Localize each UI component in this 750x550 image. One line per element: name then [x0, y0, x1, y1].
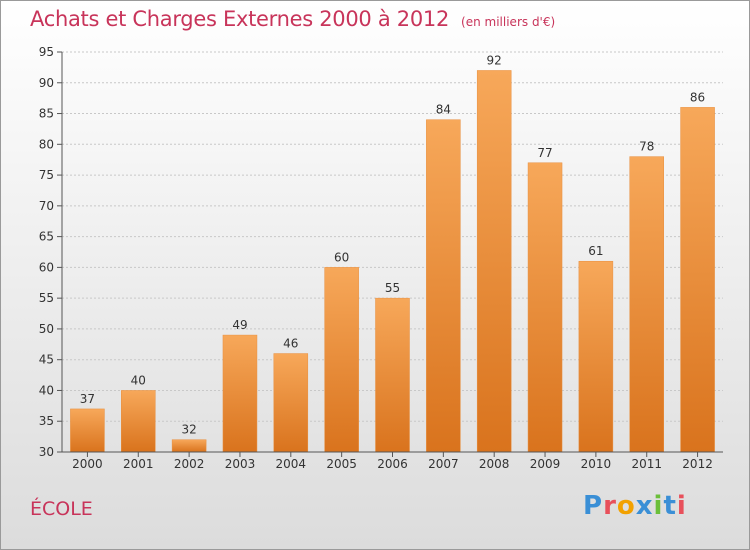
bar-2010: [578, 260, 614, 453]
data-label-2002: 32: [181, 423, 196, 437]
data-label-2011: 78: [639, 140, 654, 154]
x-tick-label-2007: 2007: [428, 457, 459, 471]
y-tick-label: 45: [39, 353, 54, 367]
data-label-2004: 46: [283, 337, 298, 351]
bar-2011: [629, 156, 664, 453]
x-tick-label-2004: 2004: [276, 457, 307, 471]
data-label-2005: 60: [334, 250, 349, 264]
brand-letter: i: [653, 491, 664, 521]
data-label-2010: 61: [588, 244, 603, 258]
y-tick-label: 30: [39, 445, 54, 459]
bar-2006: [375, 297, 410, 453]
commune-name: ÉCOLE: [30, 498, 93, 520]
y-tick-label: 40: [39, 383, 54, 397]
data-labels: 37 40 32 49 46 60 55 84 92 77 61 78 86: [80, 53, 705, 436]
x-tick-label-2005: 2005: [326, 457, 357, 471]
x-axis: 2000 2001 2002 2003 2004 2005 2006 2007 2008 2009…: [62, 451, 723, 471]
data-label-2012: 86: [690, 90, 705, 104]
chart-title: Achats et Charges Externes 2000 à 2012 (e…: [30, 7, 555, 31]
x-tick-label-2009: 2009: [530, 457, 561, 471]
bar-2012: [680, 107, 715, 453]
data-label-2003: 49: [232, 318, 247, 332]
data-label-2007: 84: [436, 103, 451, 117]
chart-title-text: Achats et Charges Externes 2000 à 2012: [30, 7, 450, 31]
y-axis: 30 35 40 45 50 55 60 65 70 75 80 85 90 95: [39, 45, 63, 459]
y-tick-label: 35: [39, 414, 54, 428]
data-label-2008: 92: [487, 53, 502, 67]
brand-letter: x: [635, 491, 654, 521]
bars: [70, 70, 715, 453]
x-tick-label-2003: 2003: [225, 457, 256, 471]
y-tick-label: 60: [39, 260, 54, 274]
data-label-2009: 77: [537, 146, 552, 160]
y-tick-label: 75: [39, 168, 54, 182]
bar-2007: [426, 119, 461, 453]
data-label-2001: 40: [131, 373, 146, 387]
data-label-2006: 55: [385, 281, 400, 295]
bar-2003: [222, 334, 258, 453]
x-tick-label-2012: 2012: [682, 457, 713, 471]
data-label-2000: 37: [80, 392, 95, 406]
x-tick-label-2002: 2002: [174, 457, 205, 471]
brand-letter: o: [616, 491, 636, 521]
x-tick-label-2010: 2010: [581, 457, 612, 471]
chart-unit: (en milliers d'€): [461, 15, 556, 29]
y-tick-label: 95: [39, 45, 54, 59]
bar-2009: [527, 162, 563, 453]
y-tick-label: 55: [39, 291, 54, 305]
x-tick-label-2006: 2006: [377, 457, 408, 471]
y-tick-label: 90: [39, 76, 54, 90]
y-tick-label: 80: [39, 137, 54, 151]
bar-2000: [70, 408, 105, 453]
y-tick-label: 65: [39, 230, 54, 244]
brand-letter: i: [676, 491, 687, 521]
bar-2004: [273, 353, 309, 453]
bar-2002: [171, 439, 207, 453]
proxiti-logo[interactable]: Proxiti: [583, 491, 687, 521]
y-tick-label: 70: [39, 199, 54, 213]
y-tick-label: 85: [39, 107, 54, 121]
brand-letter: P: [583, 491, 604, 521]
x-tick-label-2011: 2011: [631, 457, 662, 471]
x-tick-label-2000: 2000: [72, 457, 103, 471]
brand-letter: r: [603, 491, 617, 521]
x-tick-label-2008: 2008: [479, 457, 510, 471]
bar-2005: [324, 267, 359, 453]
brand-letter: t: [663, 491, 677, 521]
y-tick-label: 50: [39, 322, 54, 336]
bar-2008: [476, 70, 512, 453]
x-tick-label-2001: 2001: [123, 457, 154, 471]
bar-2001: [121, 390, 156, 453]
